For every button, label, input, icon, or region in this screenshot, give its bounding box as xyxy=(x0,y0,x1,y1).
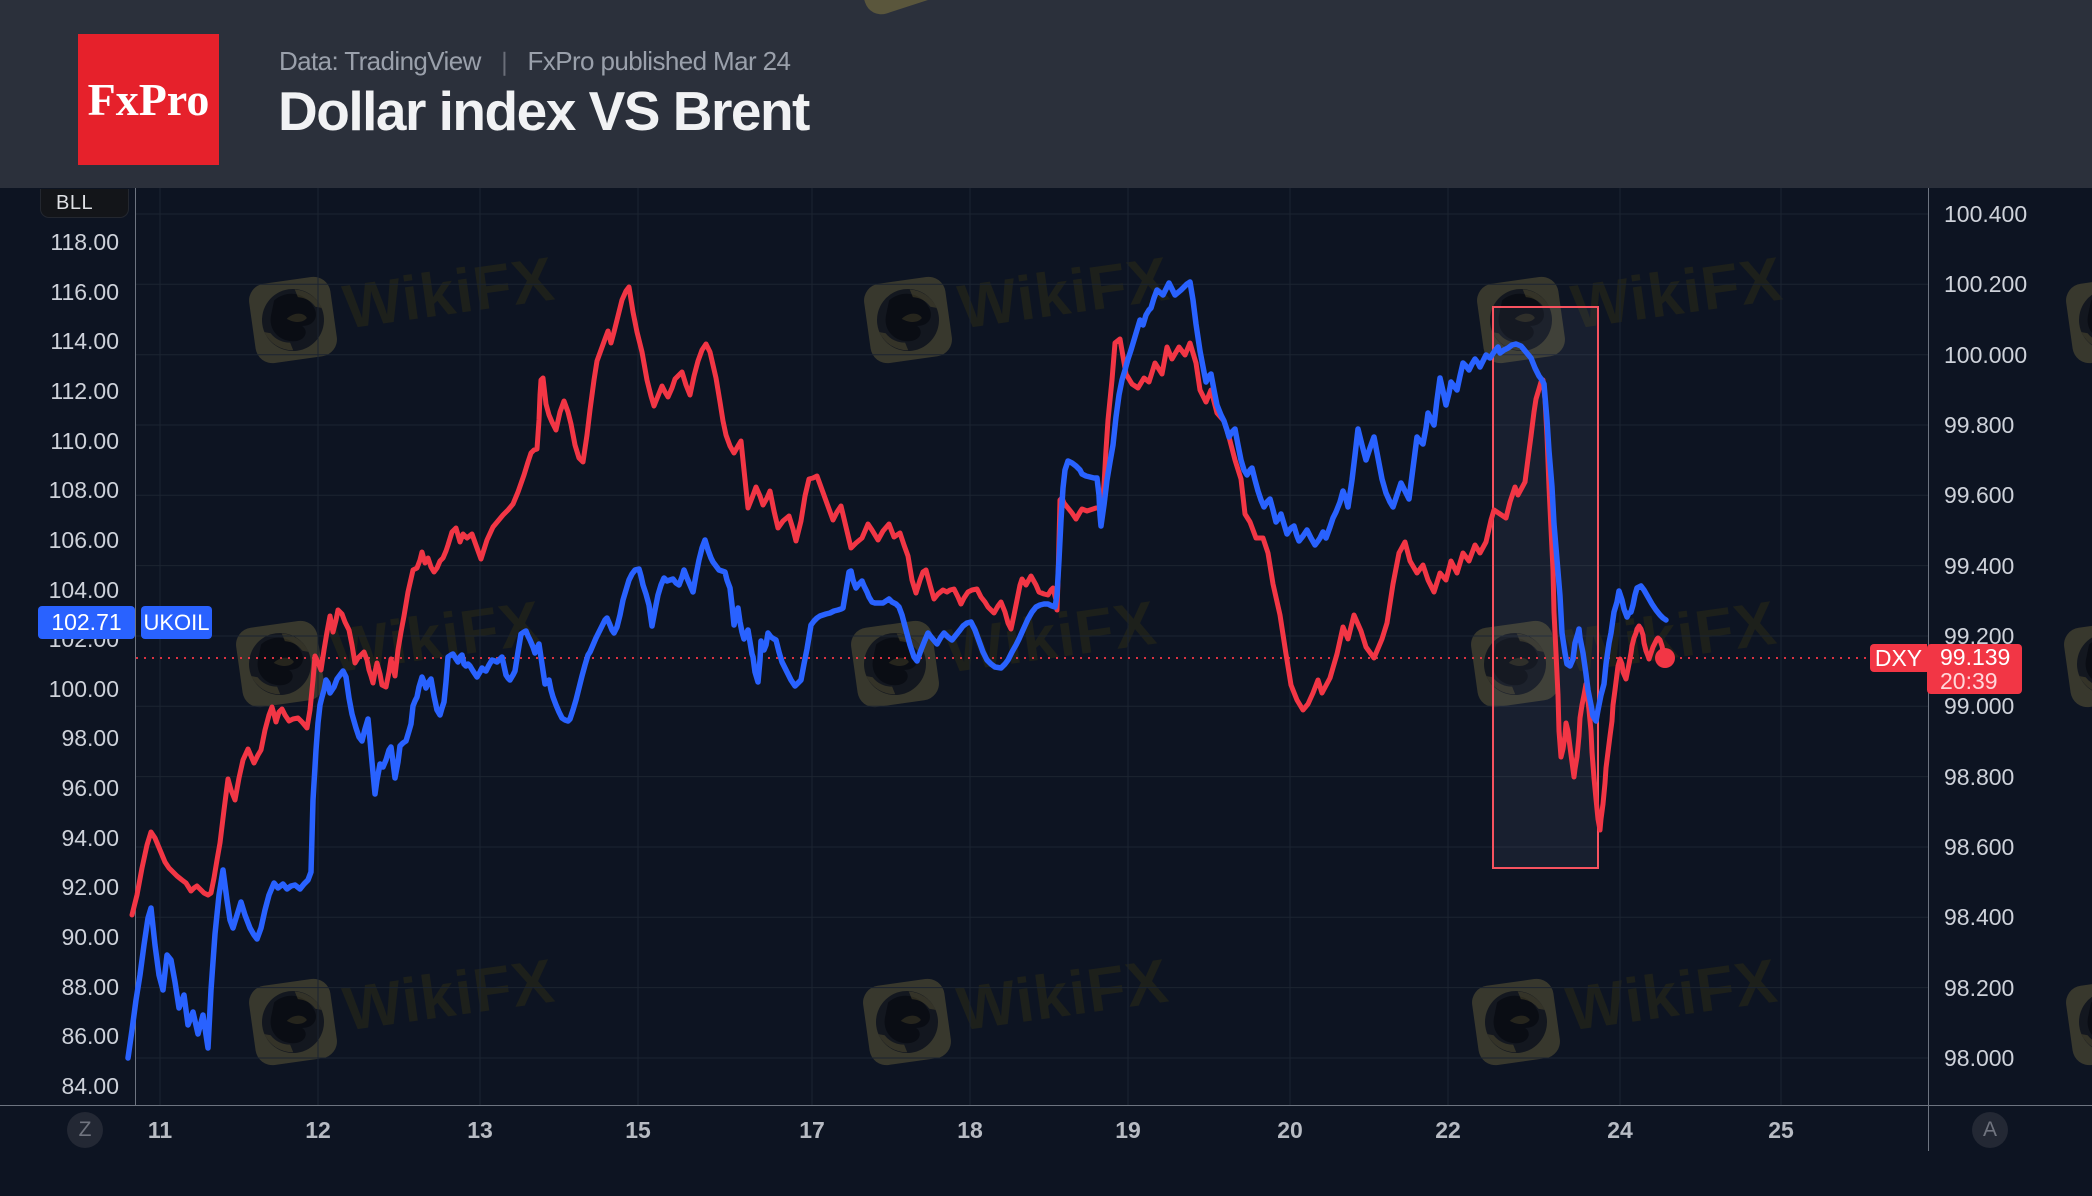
svg-text:98.200: 98.200 xyxy=(1944,975,2014,1001)
svg-text:96.00: 96.00 xyxy=(61,775,119,801)
svg-text:110.00: 110.00 xyxy=(50,428,119,454)
svg-text:20: 20 xyxy=(1277,1117,1303,1143)
svg-text:18: 18 xyxy=(957,1117,983,1143)
svg-text:86.00: 86.00 xyxy=(61,1023,119,1049)
svg-text:100.00: 100.00 xyxy=(49,676,119,702)
svg-text:88.00: 88.00 xyxy=(61,974,119,1000)
svg-text:13: 13 xyxy=(467,1117,493,1143)
svg-text:15: 15 xyxy=(625,1117,651,1143)
svg-text:100.200: 100.200 xyxy=(1944,271,2027,297)
svg-text:25: 25 xyxy=(1768,1117,1794,1143)
svg-text:98.00: 98.00 xyxy=(61,725,119,751)
svg-text:99.600: 99.600 xyxy=(1944,482,2014,508)
svg-text:99.800: 99.800 xyxy=(1944,412,2014,438)
svg-text:24: 24 xyxy=(1607,1117,1633,1143)
svg-text:118.00: 118.00 xyxy=(50,229,119,255)
svg-text:22: 22 xyxy=(1435,1117,1461,1143)
svg-text:90.00: 90.00 xyxy=(61,924,119,950)
svg-text:11: 11 xyxy=(148,1117,173,1143)
svg-text:99.400: 99.400 xyxy=(1944,553,2014,579)
svg-text:98.800: 98.800 xyxy=(1944,764,2014,790)
svg-text:104.00: 104.00 xyxy=(49,577,119,603)
svg-text:84.00: 84.00 xyxy=(61,1073,119,1099)
svg-text:99.000: 99.000 xyxy=(1944,693,2014,719)
svg-text:98.600: 98.600 xyxy=(1944,834,2014,860)
svg-text:116.00: 116.00 xyxy=(50,279,119,305)
svg-text:100.400: 100.400 xyxy=(1944,201,2027,227)
svg-text:92.00: 92.00 xyxy=(61,874,119,900)
svg-text:106.00: 106.00 xyxy=(49,527,119,553)
svg-text:98.000: 98.000 xyxy=(1944,1045,2014,1071)
svg-text:98.400: 98.400 xyxy=(1944,904,2014,930)
svg-text:17: 17 xyxy=(799,1117,825,1143)
svg-text:12: 12 xyxy=(305,1117,331,1143)
svg-text:112.00: 112.00 xyxy=(50,378,119,404)
svg-text:94.00: 94.00 xyxy=(61,825,119,851)
svg-text:19: 19 xyxy=(1115,1117,1141,1143)
svg-text:108.00: 108.00 xyxy=(49,477,119,503)
svg-text:100.000: 100.000 xyxy=(1944,342,2027,368)
svg-text:114.00: 114.00 xyxy=(50,328,119,354)
